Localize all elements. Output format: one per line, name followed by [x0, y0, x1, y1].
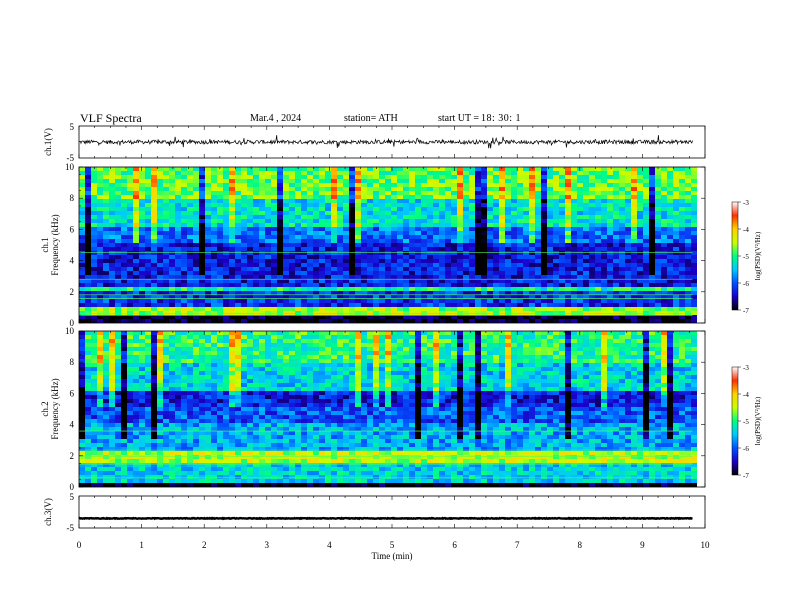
ch1-spec-ytick-label: 10: [65, 162, 75, 172]
time-tick-label: 5: [390, 540, 395, 550]
ch2-spec-colorbar: [731, 366, 739, 476]
ch2-spec-ylabel: ch.2: [40, 401, 50, 416]
ch2-spec-colorbar-tick-label: -3: [743, 364, 749, 372]
ch2-spec-colorbar-tick-label: -4: [743, 391, 749, 399]
ch1-spec-cells: [79, 167, 697, 323]
time-tick-label: 8: [578, 540, 583, 550]
time-tick-label: 7: [515, 540, 520, 550]
ch1-spec-colorbar-tick-label: -4: [743, 226, 749, 234]
ch2-spec-colorbar-label: log(PSD)(V²/Hz): [754, 396, 762, 445]
ch1-wave-ytick-label: -5: [67, 153, 75, 163]
time-axis-label: Time (min): [372, 551, 413, 561]
time-tick-label: 0: [77, 540, 82, 550]
ch2-spec-colorbar-tick-label: -5: [743, 418, 749, 426]
ch3-wave-trace: [78, 516, 693, 521]
ch1-wave-ytick-label: 5: [70, 122, 75, 132]
ch2-spec-colorbar-tick-label: -6: [743, 445, 749, 453]
ch2-spec-cells: [79, 331, 697, 487]
ch2-spec-ytick-label: 10: [65, 326, 75, 336]
ch2-spec-ytick-label: 0: [70, 482, 75, 492]
start-ut-value: 18: 30: 1: [481, 113, 522, 124]
ch1-spec-ytick-label: 4: [70, 256, 75, 266]
time-tick-label: 9: [640, 540, 645, 550]
ch2-spec-ytick-label: 8: [70, 357, 75, 367]
ch1-spec-colorbar-tick-label: -5: [743, 253, 749, 261]
ch1-spec-ytick-label: 8: [70, 193, 75, 203]
ch1-spec-ylabel: Frequency (kHz): [50, 214, 60, 275]
ch2-spec-colorbar-tick-label: -7: [743, 472, 749, 480]
time-tick-label: 6: [452, 540, 457, 550]
time-tick-label: 4: [327, 540, 332, 550]
ch1-spec-ytick-label: 2: [70, 287, 75, 297]
chart-title: VLF Spectra: [80, 111, 142, 125]
ch1-wave-ylabel: ch.1(V): [43, 128, 53, 156]
ch2-spec-ytick-label: 6: [70, 388, 75, 398]
start-ut-label: start UT =: [438, 113, 480, 124]
ch2-spec-ytick-label: 4: [70, 420, 75, 430]
ch1-spec-colorbar-tick-label: -7: [743, 307, 749, 315]
ch1-spec-colorbar-tick-label: -3: [743, 199, 749, 207]
ch3-wave-ytick-label: 5: [70, 492, 75, 502]
ch1-wave-trace: [78, 135, 693, 149]
time-tick-label: 1: [139, 540, 144, 550]
time-tick-label: 2: [202, 540, 207, 550]
time-tick-label: 10: [701, 540, 711, 550]
ch1-spec-ytick-label: 6: [70, 224, 75, 234]
ch2-spec-ytick-label: 2: [70, 451, 75, 461]
ch3-wave-ytick-label: -5: [67, 523, 75, 533]
ch3-wave-ylabel: ch.3(V): [43, 498, 53, 526]
time-tick-label: 3: [265, 540, 270, 550]
ch1-spec-ylabel: ch.1: [40, 237, 50, 252]
station-label: station= ATH: [344, 113, 398, 124]
date-label: Mar.4 , 2024: [250, 113, 302, 124]
ch3-wave-frame: [78, 495, 706, 529]
ch2-spec-ylabel: Frequency (kHz): [50, 378, 60, 439]
ch1-spec-colorbar-tick-label: -6: [743, 280, 749, 288]
ch1-spec-colorbar-label: log(PSD)(V²/Hz): [754, 231, 762, 280]
ch1-spec-colorbar: [731, 201, 739, 311]
ch1-spec-ytick-label: 0: [70, 318, 75, 328]
